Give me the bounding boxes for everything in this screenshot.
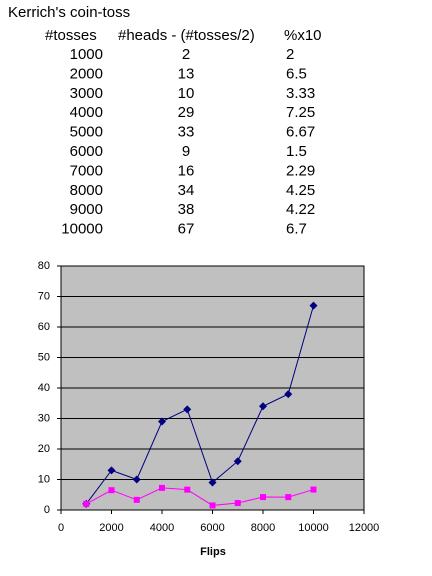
y-tick-label: 80 [38, 260, 50, 272]
cell: 13 [178, 65, 195, 82]
cell: 2000 [70, 65, 103, 82]
cell: 38 [178, 201, 195, 218]
point [259, 402, 267, 411]
point [234, 500, 241, 507]
cell: 10 [178, 85, 195, 102]
cell: 1000 [70, 46, 103, 63]
cell: 10000 [61, 221, 103, 238]
cell: 3.33 [286, 85, 315, 102]
y-tick-label: 40 [38, 382, 50, 394]
cell: 29 [178, 104, 195, 121]
cell: 33 [178, 124, 195, 141]
cell: 16 [178, 162, 195, 179]
column-header: %x10 [284, 27, 322, 44]
point [260, 494, 266, 501]
point [233, 457, 242, 466]
x-tick-label: 10000 [298, 522, 329, 534]
x-tick-label: 8000 [251, 522, 275, 534]
y-tick-label: 0 [44, 504, 50, 516]
point [183, 405, 192, 414]
point [83, 500, 90, 507]
cell: 2.29 [286, 162, 315, 179]
cell: 6000 [70, 143, 103, 160]
cell: 9000 [70, 201, 103, 218]
plot-border [60, 265, 365, 511]
cell: 67 [178, 221, 195, 238]
cell: 7000 [70, 162, 103, 179]
x-tick-label: 2000 [99, 522, 123, 534]
y-tick-label: 60 [38, 321, 50, 333]
cell: 6.67 [286, 124, 315, 141]
cell: 1.5 [286, 143, 307, 160]
point [158, 417, 166, 426]
cell: 9 [182, 143, 190, 160]
column-header: #heads - (#tosses/2) [118, 27, 255, 44]
cell: 6.5 [286, 65, 307, 82]
column-header: #tosses [45, 27, 97, 44]
point [209, 502, 216, 509]
point [108, 487, 115, 494]
cell: 4000 [70, 104, 103, 121]
cell: 3000 [70, 85, 103, 102]
point [184, 486, 191, 493]
cell: 5000 [70, 124, 103, 141]
point [310, 486, 317, 493]
y-tick-label: 20 [38, 443, 50, 455]
x-tick-label: 4000 [150, 522, 174, 534]
cell: 34 [178, 182, 195, 199]
series-line [86, 487, 314, 506]
x-axis-label: Flips [200, 546, 226, 558]
point [208, 478, 217, 487]
point [132, 475, 141, 484]
cell: 6.7 [286, 221, 307, 238]
cell: 8000 [70, 182, 103, 199]
cell: 4.22 [286, 201, 315, 218]
cell: 7.25 [286, 104, 315, 121]
cell: 2 [182, 46, 190, 63]
cell: 4.25 [286, 182, 315, 199]
point [159, 484, 165, 491]
y-tick-label: 50 [38, 351, 50, 363]
x-tick-label: 6000 [200, 522, 224, 534]
x-tick-label: 0 [58, 522, 64, 534]
point [133, 496, 140, 503]
point [107, 466, 116, 475]
series-line [85, 305, 314, 505]
point [284, 390, 293, 399]
x-tick-label: 12000 [349, 522, 380, 534]
y-tick-label: 10 [38, 473, 50, 485]
y-tick-label: 30 [38, 412, 50, 424]
point [285, 494, 292, 501]
y-tick-label: 70 [38, 290, 50, 302]
cell: 2 [286, 46, 294, 63]
point [309, 301, 318, 310]
table-title: Kerrich's coin-toss [8, 4, 130, 21]
